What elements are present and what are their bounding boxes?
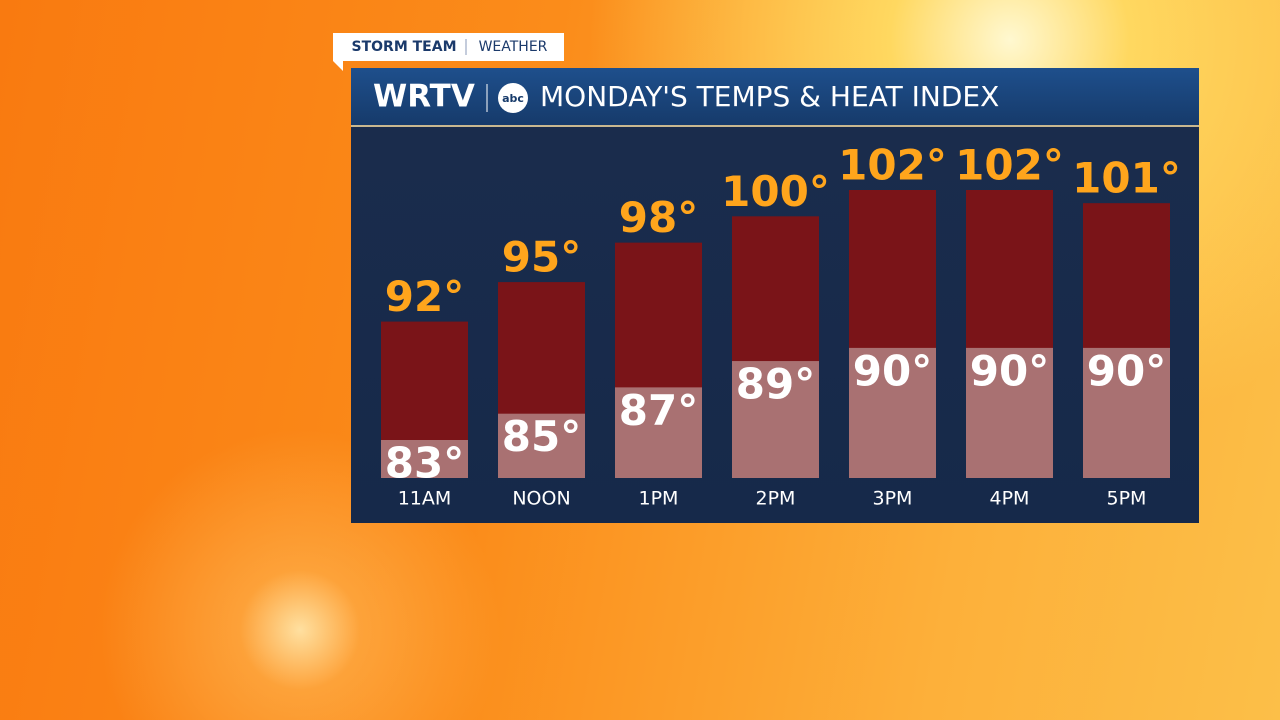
network-logo bbox=[498, 83, 528, 113]
x-tick-label: 2PM bbox=[756, 488, 796, 510]
bar bbox=[615, 387, 702, 478]
temp-label: 87° bbox=[619, 386, 698, 435]
network: abc bbox=[502, 92, 524, 105]
temp-label: 83° bbox=[385, 439, 464, 488]
bar bbox=[1083, 347, 1170, 478]
temp-label: 90° bbox=[1087, 346, 1166, 395]
tag: STORM TEAM bbox=[352, 39, 457, 55]
heat-index-label: 101° bbox=[1072, 154, 1181, 203]
heat-index-label: 102° bbox=[838, 141, 947, 190]
header-bar bbox=[351, 68, 1199, 126]
heat-index-label: 95° bbox=[502, 233, 581, 282]
heat-index-label: 100° bbox=[721, 167, 830, 216]
tag-box bbox=[333, 33, 564, 71]
bar bbox=[966, 347, 1053, 478]
x-tick-label: NOON bbox=[512, 488, 570, 510]
brand: WRTV bbox=[373, 79, 475, 115]
header-rule bbox=[351, 125, 1199, 127]
temp-label: 90° bbox=[853, 346, 932, 395]
x-tick-label: 3PM bbox=[873, 488, 913, 510]
bar bbox=[732, 361, 819, 478]
heat-index-label: 92° bbox=[385, 272, 464, 321]
temp-label: 89° bbox=[736, 360, 815, 409]
tag-section: WEATHER bbox=[479, 39, 548, 55]
temp-label: 90° bbox=[970, 346, 1049, 395]
x-tick-label: 1PM bbox=[639, 488, 679, 510]
bar bbox=[849, 347, 936, 478]
heat-index-label: 98° bbox=[619, 193, 698, 242]
bar bbox=[498, 413, 585, 478]
temp-label: 85° bbox=[502, 412, 581, 461]
bar bbox=[381, 440, 468, 478]
x-tick-label: 4PM bbox=[990, 488, 1030, 510]
chart-title: MONDAY'S TEMPS & HEAT INDEX bbox=[540, 80, 999, 113]
heat-index-label: 102° bbox=[955, 141, 1064, 190]
x-tick-label: 5PM bbox=[1107, 488, 1147, 510]
x-tick-label: 11AM bbox=[398, 488, 452, 510]
